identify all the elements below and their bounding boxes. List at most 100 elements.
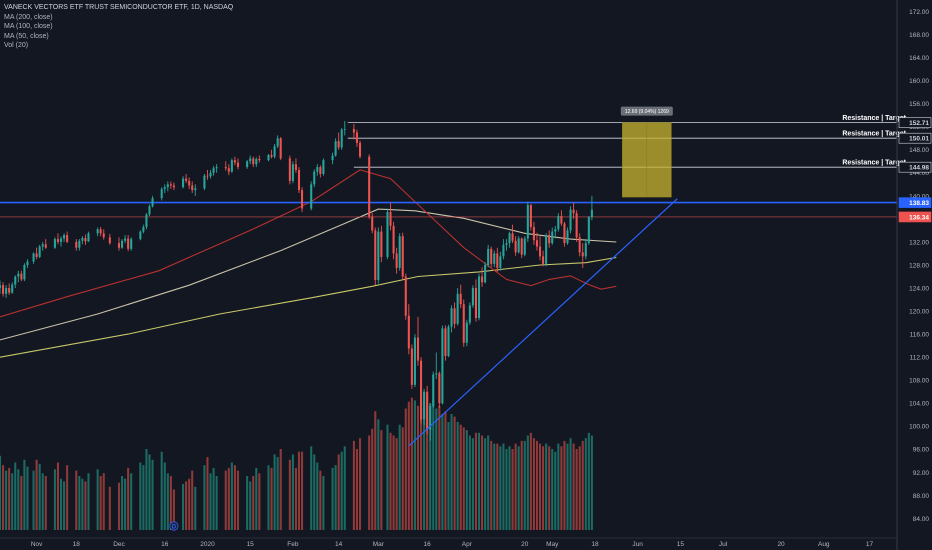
y-tick-label: 140.00 [909, 193, 929, 200]
legend-volume[interactable]: Vol (20) [4, 42, 29, 49]
volume-bar [523, 440, 526, 530]
volume-bar [63, 481, 66, 530]
candle-body [395, 253, 398, 268]
candle-body [377, 231, 380, 280]
volume-bar [233, 465, 236, 530]
x-tick-label: Dec [113, 541, 125, 548]
volume-bar [337, 454, 340, 530]
x-tick-label: Aug [818, 541, 830, 548]
x-tick-label: Mar [373, 541, 385, 548]
candle-body [355, 132, 359, 143]
candle-body [468, 305, 471, 323]
legend-ma200[interactable]: MA (200, close) [4, 13, 53, 21]
x-tick-label: 18 [591, 541, 599, 548]
volume-bar [294, 467, 297, 530]
candle-body [560, 216, 563, 224]
candle-body [471, 288, 474, 306]
candle-body [538, 246, 542, 257]
volume-bar [352, 440, 355, 530]
dividend-marker-glyph: D [172, 524, 177, 530]
volume-bar [545, 443, 548, 530]
x-tick-label: 20 [521, 541, 529, 548]
volume-bar [26, 466, 29, 530]
candle-body [584, 243, 587, 257]
x-tick-label: Apr [462, 541, 473, 548]
candle-body [444, 328, 447, 357]
volume-bar [23, 459, 26, 530]
candle-body [523, 238, 526, 255]
price-tag-label: 144.98 [909, 165, 929, 172]
candle-body [331, 155, 334, 161]
x-tick-label: 2020 [200, 541, 215, 548]
volume-bar [542, 446, 545, 530]
candle-body [53, 239, 56, 248]
volume-bar [84, 481, 87, 530]
volume-bar [322, 476, 325, 530]
ma200-line [0, 256, 617, 358]
volume-bar [297, 451, 301, 530]
volume-bar [182, 484, 185, 530]
volume-bar [32, 470, 35, 530]
candle-body [389, 212, 392, 226]
candle-body [26, 261, 29, 265]
candle-body [145, 214, 148, 227]
candle-body [14, 276, 17, 285]
volume-bar [288, 459, 291, 530]
candle-body [224, 167, 227, 169]
volume-bar [535, 440, 539, 530]
volume-bar [215, 476, 218, 530]
volume-bar [230, 462, 233, 530]
volume-bar [398, 424, 401, 530]
candle-body [0, 285, 2, 289]
volume-bar [438, 405, 441, 530]
x-tick-label: 15 [677, 541, 685, 548]
candle-body [487, 248, 490, 265]
candle-body [392, 225, 395, 254]
candle-body [78, 240, 81, 248]
x-tick-label: 14 [335, 541, 343, 548]
x-tick-label: Jul [719, 541, 728, 548]
volume-bar [453, 416, 456, 530]
legend-ma50[interactable]: MA (50, close) [4, 32, 49, 40]
candle-body [520, 238, 523, 255]
candle-body [380, 231, 383, 257]
volume-bar [456, 422, 459, 530]
volume-bar [17, 469, 20, 530]
volume-bar [410, 397, 413, 530]
candle-body [517, 238, 520, 253]
volume-bar [209, 473, 212, 530]
candle-body [185, 178, 188, 181]
price-tag-box [898, 132, 932, 144]
candle-body [139, 231, 142, 240]
candle-body [340, 129, 343, 148]
legend-ma100[interactable]: MA (100, close) [4, 23, 53, 30]
volume-bar [96, 469, 99, 530]
candle-body [148, 206, 151, 215]
candle-body [404, 276, 407, 316]
volume-bar [380, 430, 383, 530]
candle-body [294, 164, 297, 170]
ma100-line [0, 208, 617, 341]
candle-body [63, 235, 66, 239]
candle-body [508, 233, 511, 244]
volume-bar [130, 473, 133, 530]
target-box-label: 12.69 (9.04%) 1269 [625, 109, 669, 115]
candle-body [59, 238, 63, 242]
resistance-label: Resistance | Target [842, 115, 906, 122]
price-tag-box [898, 197, 932, 208]
candle-body [542, 256, 545, 264]
candle-body [453, 308, 456, 324]
volume-bar [423, 408, 426, 530]
candle-body [151, 198, 154, 207]
candle-body [5, 288, 8, 294]
candle-body [160, 188, 163, 199]
volume-bar [532, 438, 535, 530]
dividend-marker-icon [169, 521, 179, 531]
volume-bar [401, 427, 404, 530]
candle-body [163, 187, 166, 189]
volume-bar [11, 473, 14, 530]
candle-body [435, 373, 438, 375]
candle-body [172, 185, 175, 188]
volume-bar [301, 451, 304, 530]
